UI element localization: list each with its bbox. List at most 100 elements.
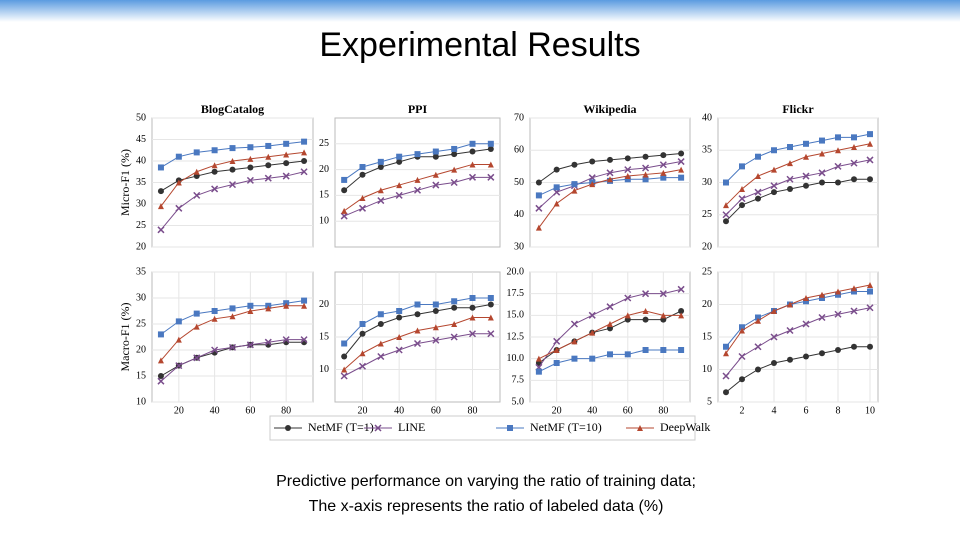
x-tick-label: 60 [431,405,441,416]
point [283,160,290,167]
point [624,155,631,162]
y-tick-label: 35 [702,145,712,156]
point [211,168,218,175]
point [193,323,200,330]
point [157,203,164,210]
point [723,350,729,357]
point [589,181,596,188]
point [642,164,650,172]
point [755,173,761,180]
point [834,310,842,318]
point [283,140,290,147]
slide-title: Experimental Results [319,26,640,64]
point [450,178,458,187]
point [535,204,543,212]
point [377,352,385,361]
point [642,153,649,160]
point [341,176,348,183]
point [678,166,685,173]
point [340,212,348,220]
point [414,151,421,158]
legend-marker [637,425,643,431]
point [265,153,272,160]
point [211,147,218,154]
point [157,331,164,338]
point [803,295,809,301]
point [283,302,290,309]
point [341,187,348,194]
point [835,147,841,154]
point [589,158,596,165]
y-tick-label: 10 [136,396,146,407]
y-tick-label: 25 [319,138,329,149]
point [771,308,777,314]
y-tick-label: 15 [319,190,329,201]
point [175,336,182,343]
point [359,171,366,178]
point [738,195,746,203]
point [264,174,272,182]
x-tick-label: 8 [836,405,841,416]
point [678,347,685,353]
y-tick-label: 40 [702,112,712,123]
point [487,295,494,301]
point [265,142,272,149]
x-tick-label: 40 [394,405,404,416]
point [175,362,183,370]
y-tick-label: 25 [136,220,146,231]
point [341,340,348,347]
chart-title: PPI [408,102,428,116]
point [193,310,200,317]
point [283,151,290,158]
y-tick-label: 12.5 [507,331,525,342]
point [607,176,613,183]
series-line [725,291,870,348]
legend-label: NetMF (T=1) [308,420,374,434]
point [265,305,272,312]
point [300,336,308,344]
point [264,338,272,346]
point [341,207,348,214]
point [851,144,857,151]
point [770,182,778,190]
point [755,195,761,202]
y-tick-label: 15.0 [507,310,525,321]
legend-label: NetMF (T=10) [530,420,602,434]
y-tick-label: 15 [319,331,329,342]
y-tick-label: 20 [702,241,712,252]
point [451,145,458,152]
point [175,179,182,186]
x-tick-label: 40 [210,405,220,416]
legend-marker [285,425,291,431]
y-tick-label: 5.0 [512,396,525,407]
point [624,351,631,358]
series-line [725,133,871,183]
point [535,224,542,231]
point [771,360,777,366]
point [487,173,495,181]
point [739,163,745,170]
point [866,304,874,312]
y-tick-label: 20.0 [507,266,525,277]
point [432,181,440,189]
point [193,354,201,362]
point [175,153,182,160]
point [678,150,685,157]
y-tick-label: 35 [136,177,146,188]
point [739,376,745,383]
point [738,352,746,361]
point [818,169,826,177]
point [359,164,366,171]
point [589,355,596,362]
point [642,290,650,298]
point [395,346,403,354]
point [624,294,632,302]
y-tick-label: 25 [136,318,146,329]
point [607,321,613,327]
point [624,166,632,174]
y-tick-label: 30 [136,198,146,209]
y-tick-label: 17.5 [507,288,525,299]
point [229,313,236,320]
point [535,355,542,362]
series-line [725,143,871,206]
